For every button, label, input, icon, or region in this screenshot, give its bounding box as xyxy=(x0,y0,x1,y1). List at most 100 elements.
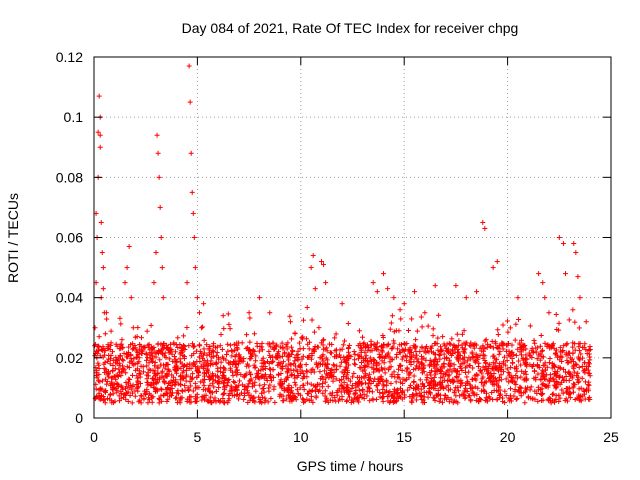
data-point xyxy=(403,358,409,364)
data-point xyxy=(184,325,190,331)
data-point xyxy=(190,344,196,350)
data-point xyxy=(320,337,326,343)
data-point xyxy=(387,326,393,332)
data-point xyxy=(430,333,436,339)
data-point xyxy=(201,383,207,389)
data-point xyxy=(513,321,519,327)
data-point xyxy=(440,334,446,340)
x-tick-label: 5 xyxy=(194,429,202,445)
data-point xyxy=(193,348,199,354)
data-point xyxy=(152,363,158,369)
data-point xyxy=(418,314,424,320)
x-tick-label: 15 xyxy=(396,429,412,445)
data-point xyxy=(532,368,538,374)
data-point xyxy=(430,326,436,332)
data-point xyxy=(577,295,583,301)
data-point xyxy=(144,363,150,369)
x-axis-label: GPS time / hours xyxy=(297,458,404,474)
data-point xyxy=(266,388,272,394)
data-point xyxy=(451,379,457,385)
data-point xyxy=(401,301,407,307)
data-point xyxy=(432,283,438,289)
data-point xyxy=(517,340,523,346)
data-point xyxy=(194,295,200,301)
data-point xyxy=(528,384,534,390)
data-point xyxy=(493,341,499,347)
data-point xyxy=(270,340,276,346)
data-point xyxy=(575,274,581,280)
data-point xyxy=(227,342,233,348)
data-point xyxy=(380,399,386,405)
data-point xyxy=(100,265,106,271)
data-point xyxy=(157,204,163,210)
data-point xyxy=(397,350,403,356)
data-point xyxy=(139,335,145,341)
data-point xyxy=(159,387,165,393)
data-point xyxy=(244,332,250,338)
data-point xyxy=(397,307,403,313)
data-point xyxy=(171,354,177,360)
data-point xyxy=(304,368,310,374)
data-point xyxy=(346,349,352,355)
data-point xyxy=(130,372,136,378)
data-point xyxy=(341,379,347,385)
data-point xyxy=(175,335,181,341)
data-point xyxy=(310,253,316,259)
data-point xyxy=(138,393,144,399)
data-point xyxy=(206,352,212,358)
data-point xyxy=(415,359,421,365)
data-point xyxy=(322,368,328,374)
data-point xyxy=(225,311,231,317)
data-point xyxy=(573,250,579,256)
x-tick-label: 20 xyxy=(500,429,516,445)
data-point xyxy=(149,399,155,405)
data-point xyxy=(204,352,210,358)
data-point xyxy=(431,374,437,380)
data-point xyxy=(422,310,428,316)
data-point xyxy=(576,325,582,331)
data-point xyxy=(109,349,115,355)
data-point xyxy=(286,382,292,388)
data-point xyxy=(424,374,430,380)
data-point xyxy=(297,385,303,391)
data-point xyxy=(118,321,124,327)
data-point xyxy=(370,397,376,403)
data-point xyxy=(401,340,407,346)
data-point xyxy=(466,369,472,375)
data-point xyxy=(130,325,136,331)
data-point xyxy=(572,319,578,325)
data-point xyxy=(411,373,417,379)
data-point xyxy=(556,392,562,398)
data-point xyxy=(540,280,546,286)
data-point xyxy=(479,348,485,354)
data-point xyxy=(225,341,231,347)
data-point xyxy=(374,340,380,346)
data-point xyxy=(362,380,368,386)
data-point xyxy=(99,250,105,256)
data-point xyxy=(423,377,429,383)
data-point xyxy=(576,364,582,370)
data-point xyxy=(280,346,286,352)
data-point xyxy=(247,339,253,345)
data-point xyxy=(464,374,470,380)
data-point xyxy=(502,400,508,406)
data-point xyxy=(557,345,563,351)
data-point xyxy=(252,379,258,385)
data-point xyxy=(510,360,516,366)
data-point xyxy=(459,380,465,386)
data-point xyxy=(411,378,417,384)
data-point xyxy=(413,337,419,343)
data-point xyxy=(187,99,193,105)
data-point xyxy=(575,370,581,376)
data-point xyxy=(301,382,307,388)
data-point xyxy=(268,344,274,350)
data-point xyxy=(498,372,504,378)
data-point xyxy=(208,394,214,400)
data-point xyxy=(356,387,362,393)
data-point xyxy=(391,386,397,392)
data-point xyxy=(221,326,227,332)
data-point xyxy=(446,372,452,378)
data-point xyxy=(358,360,364,366)
data-point xyxy=(214,350,220,356)
